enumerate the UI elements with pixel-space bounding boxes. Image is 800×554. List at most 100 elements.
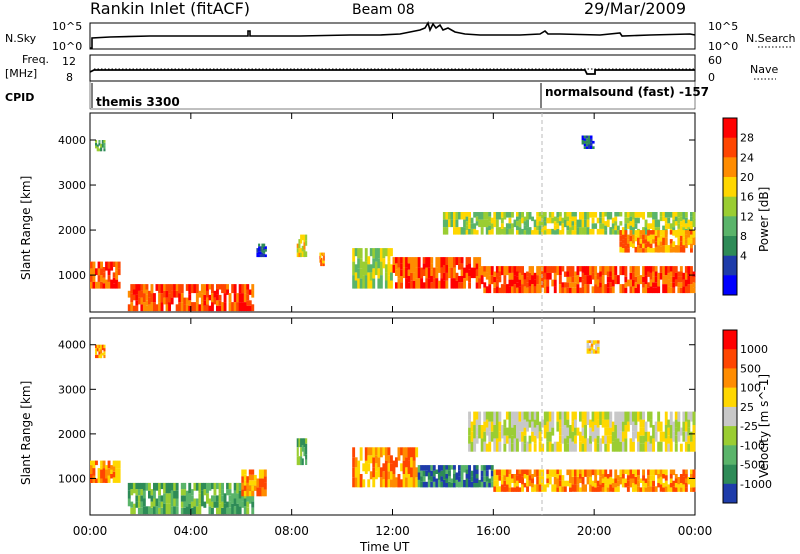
power-cell <box>526 271 529 277</box>
freq-label-2: [MHz] <box>5 67 37 80</box>
power-cell <box>626 234 630 240</box>
power-cell <box>92 261 96 269</box>
velocity-cell <box>213 482 217 490</box>
power-cell <box>180 284 184 294</box>
velocity-cell <box>546 482 550 488</box>
velocity-cell <box>236 482 240 494</box>
velocity-cell <box>669 474 673 479</box>
power-cell <box>107 261 111 269</box>
velocity-cell <box>521 477 524 485</box>
power-cell <box>470 217 474 224</box>
power-cell <box>569 266 572 272</box>
power-cell <box>264 254 267 258</box>
power-cell <box>450 212 454 220</box>
power-cell <box>453 219 456 228</box>
velocity-cell <box>586 348 590 351</box>
power-cell <box>405 278 408 289</box>
power-cell <box>359 278 363 289</box>
power-cell <box>498 212 502 220</box>
velocity-cell <box>450 478 454 483</box>
power-cell <box>591 217 595 224</box>
velocity-cell <box>216 495 219 502</box>
power-cell <box>566 212 570 217</box>
power-cell <box>296 243 299 249</box>
velocity-cell <box>460 472 464 480</box>
power-cell <box>652 271 655 277</box>
power-cell <box>583 135 587 139</box>
power-cell <box>367 256 371 265</box>
velocity-cell <box>105 469 108 474</box>
power-cell <box>190 284 194 294</box>
power-cell <box>211 293 214 303</box>
velocity-cell <box>599 484 603 492</box>
velocity-cell <box>523 482 527 488</box>
velocity-cell <box>624 438 628 452</box>
power-cell <box>642 282 645 288</box>
velocity-cell <box>362 463 366 472</box>
power-cell <box>586 227 590 235</box>
velocity-cell <box>140 482 144 490</box>
velocity-cell <box>387 463 391 472</box>
velocity-cell <box>226 489 229 496</box>
power-cell <box>95 142 98 146</box>
power-cell <box>97 281 101 289</box>
velocity-cell <box>566 469 570 476</box>
velocity-cell <box>168 482 171 494</box>
power-cell <box>679 271 683 277</box>
velocity-cell <box>241 489 245 497</box>
power-cell <box>533 219 537 228</box>
power-cell <box>470 223 474 229</box>
power-cell <box>488 266 492 276</box>
power-cell <box>667 245 671 253</box>
power-cell <box>649 279 653 287</box>
velocity-cell <box>135 489 139 496</box>
velocity-cell <box>226 507 229 515</box>
power-cell <box>634 287 638 294</box>
velocity-cell <box>470 431 474 442</box>
velocity-cell <box>511 435 514 444</box>
power-cell <box>626 223 630 229</box>
velocity-cell <box>470 476 474 482</box>
velocity-cell <box>591 421 595 432</box>
velocity-cell <box>110 465 114 470</box>
velocity-cell <box>420 470 424 477</box>
velocity-cell <box>561 411 565 420</box>
power-cell <box>579 219 582 228</box>
power-cell <box>221 302 224 312</box>
power-cell <box>659 230 663 236</box>
power-cell <box>599 282 603 288</box>
velocity-cell <box>115 460 119 468</box>
vel-cbar-swatch <box>723 464 737 485</box>
velocity-cell <box>180 489 184 496</box>
power-cell <box>165 290 169 298</box>
power-cell <box>395 282 398 289</box>
velocity-cell <box>584 411 587 425</box>
velocity-cell <box>571 411 575 422</box>
velocity-cell <box>692 438 696 452</box>
velocity-cell <box>604 477 608 485</box>
power-cell <box>130 293 134 303</box>
velocity-cell <box>440 481 444 488</box>
velocity-cell <box>241 469 245 477</box>
velocity-cell <box>458 481 461 488</box>
power-cell <box>536 225 540 231</box>
power-cell <box>654 241 658 247</box>
velocity-cell <box>432 481 436 488</box>
power-cell <box>642 234 645 240</box>
power-cell <box>485 227 489 235</box>
power-cell <box>465 265 469 273</box>
power-cell <box>112 283 116 289</box>
velocity-cell <box>130 489 134 496</box>
power-cell <box>150 293 154 303</box>
velocity-cell <box>251 495 255 502</box>
velocity-cell <box>523 411 527 420</box>
velocity-cell <box>407 447 411 461</box>
velocity-cell <box>574 477 577 485</box>
power-cell <box>692 237 696 246</box>
velocity-cell <box>599 477 603 485</box>
power-cell <box>690 230 693 235</box>
velocity-cell <box>624 411 628 425</box>
power-cell <box>596 286 600 294</box>
power-cell <box>674 212 678 217</box>
power-cell <box>261 243 264 249</box>
